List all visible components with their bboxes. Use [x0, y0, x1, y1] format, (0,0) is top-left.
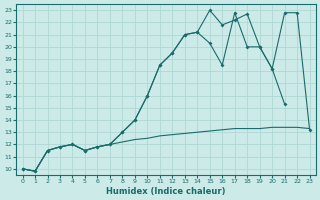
X-axis label: Humidex (Indice chaleur): Humidex (Indice chaleur): [106, 187, 226, 196]
